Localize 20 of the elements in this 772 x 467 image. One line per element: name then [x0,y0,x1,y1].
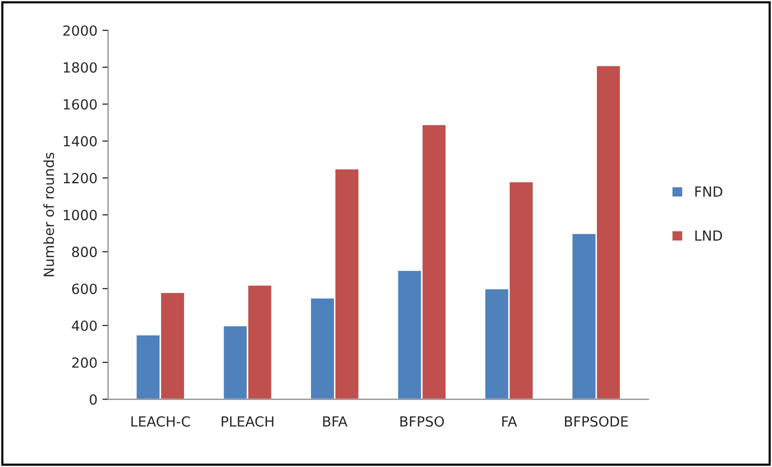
x-tick-label: BFPSODE [564,416,628,427]
y-tick-label: 1400 [64,136,97,147]
legend-label: LND [695,230,722,241]
y-tick-label: 1200 [64,172,97,184]
y-tick-label: 600 [72,284,97,294]
y-tick-label: 200 [72,357,97,368]
x-tick-label: FA [502,416,518,427]
y-tick-label: 1800 [64,62,97,73]
y-tick-label: 2000 [63,25,97,36]
x-tick-label: BFPSO [400,416,444,427]
y-axis-title: Number of rounds [43,152,54,276]
y-tick-label: 400 [72,320,97,331]
y-tick-label: 1600 [64,99,97,110]
y-tick-label: 800 [72,246,97,258]
legend-label: FND [695,186,722,197]
y-tick-label: 0 [90,394,97,405]
x-tick-label: LEACH-C [131,416,190,427]
x-tick-label: BFA [323,416,348,427]
y-tick-label: 1000 [64,210,97,220]
x-tick-label: PLEACH [222,416,274,427]
